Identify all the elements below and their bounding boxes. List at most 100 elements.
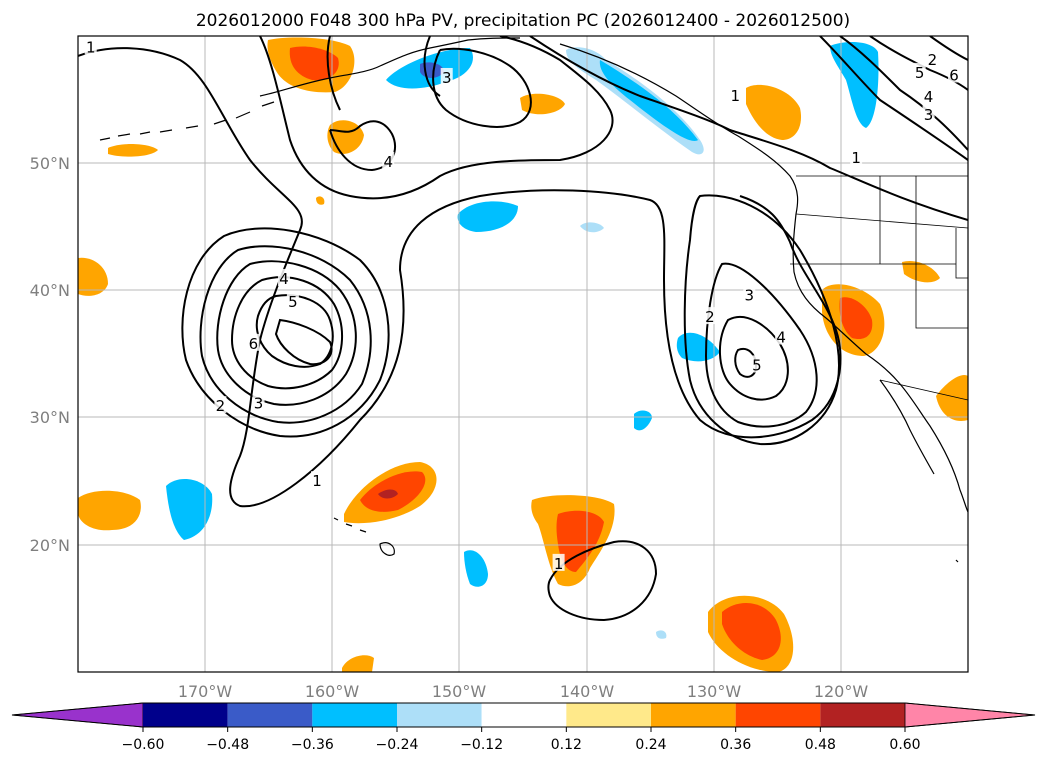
pv-contour <box>529 36 968 221</box>
guadalupe-island <box>955 559 959 563</box>
pv-contour-ne-4 <box>819 36 968 161</box>
baja-coast <box>879 379 935 475</box>
lon-label-120w: 120°W <box>814 682 869 701</box>
precip-strong-area <box>289 46 339 81</box>
precip-strong-area <box>722 602 781 660</box>
pv-contour-ne-5 <box>839 36 968 151</box>
borders <box>790 175 968 401</box>
bc-coast <box>559 43 799 215</box>
pv-contour-label-bg <box>552 553 565 571</box>
precip-strong-area <box>839 297 873 340</box>
pv-contour-label: 4 <box>383 153 393 171</box>
pv-contour <box>326 36 341 111</box>
pv-contour-label-bg <box>743 285 756 303</box>
pv-contour-label-bg <box>948 65 961 83</box>
precip-positive-area <box>316 196 325 205</box>
precip-negative-area <box>457 201 518 232</box>
pv-contour-label-bg <box>311 471 324 489</box>
pv-contour-label: 1 <box>851 149 861 167</box>
pv-contour-label: 4 <box>279 270 289 288</box>
precip-negative-area <box>656 630 667 639</box>
pv-contour-label-bg <box>440 67 453 85</box>
pv-contour-label-bg <box>729 85 742 103</box>
pv-contour-label-bg <box>750 355 763 373</box>
colorbar-tick-label: 0.60 <box>889 737 920 753</box>
pv-contour-label-bg <box>926 50 939 68</box>
colorbar-over-extension <box>904 702 1036 728</box>
colorbar-segment <box>143 703 228 727</box>
pv-contour-east-2 <box>683 194 840 446</box>
precip-positive-area <box>746 84 802 140</box>
colorbar-segment <box>481 703 567 727</box>
precip-positive-area <box>936 374 968 421</box>
lon-label-150w: 150°W <box>432 682 487 701</box>
pv-contour-label: 6 <box>949 66 959 84</box>
precip-very-strong-area <box>378 489 398 499</box>
precip-positive-area <box>902 260 940 283</box>
precip-negative-area <box>464 550 488 587</box>
colorbar-tick-label: −0.12 <box>460 737 503 753</box>
colorbar-segment <box>566 703 651 727</box>
pv-contour-label-bg <box>247 333 260 351</box>
hawaii-islands <box>333 517 395 556</box>
lat-label-50n: 50°N <box>30 154 70 173</box>
pv-contour-label: 1 <box>86 38 96 56</box>
us-west-coast <box>792 213 968 513</box>
longitude-labels: 170°W 160°W 150°W 140°W 130°W 120°W <box>178 682 869 701</box>
pv-contour-label-bg <box>252 393 265 411</box>
precip-positive-area <box>78 257 108 296</box>
pv-contour-south-1 <box>547 540 658 622</box>
pv-contour-label-bg <box>922 87 935 105</box>
precip-negative-area <box>676 332 720 362</box>
colorbar-tick-label: 0.36 <box>720 737 751 753</box>
colorbar: −0.60 −0.48 −0.36 −0.24 −0.12 0.12 0.24 0.36 0.4… <box>11 702 1036 753</box>
pv-contour-label: 1 <box>731 87 741 105</box>
pv-contour-label-bg <box>850 148 863 166</box>
precip-positive-area <box>78 490 141 531</box>
pv-contour-label: 2 <box>216 397 226 415</box>
pv-contour-label-bg <box>277 268 290 286</box>
pv-contour-label: 4 <box>924 88 934 106</box>
colorbar-tick-label: 0.24 <box>635 737 666 753</box>
pv-contour <box>423 36 441 97</box>
pv-contour-5 <box>230 276 344 390</box>
pv-contour-2 <box>181 227 390 438</box>
lat-label-40n: 40°N <box>30 281 70 300</box>
pv-contour-label: 6 <box>249 335 259 353</box>
lon-label-130w: 130°W <box>687 682 742 701</box>
coastlines <box>99 37 968 563</box>
lat-label-30n: 30°N <box>30 408 70 427</box>
pv-contour-label-bg <box>382 151 395 169</box>
pv-contour-label: 2 <box>928 51 938 69</box>
precip-fields <box>78 37 968 672</box>
pv-contour-label: 2 <box>705 308 715 326</box>
pv-contour <box>78 47 842 508</box>
colorbar-tick-label: −0.36 <box>291 737 334 753</box>
pv-contour-label: 3 <box>442 69 452 87</box>
pv-contour-label-bg <box>913 62 926 80</box>
pv-contour-6 <box>255 294 334 368</box>
colorbar-tick-label: 0.48 <box>805 737 836 753</box>
pv-contour-label: 4 <box>776 328 786 346</box>
colorbar-tick-label: −0.24 <box>376 737 419 753</box>
colorbar-segment <box>312 703 397 727</box>
colorbar-segment <box>227 703 313 727</box>
pv-contour-label: 1 <box>554 555 564 573</box>
precip-strong-area <box>556 510 604 572</box>
pv-contour-label-bg <box>922 104 935 122</box>
colorbar-tick-label: −0.60 <box>122 737 165 753</box>
pv-contour-label-bg <box>703 307 716 325</box>
colorbar-tick-label: −0.48 <box>206 737 249 753</box>
map-background <box>78 36 968 672</box>
colorbar-segments <box>11 702 1036 728</box>
pv-contour-label: 5 <box>288 293 298 311</box>
lat-label-20n: 20°N <box>30 536 70 555</box>
state-borders <box>790 176 968 401</box>
pv-contour-3 <box>199 245 372 424</box>
precip-negative-area <box>830 42 879 128</box>
pv-contour <box>259 36 614 200</box>
pv-contour-4 <box>216 260 357 406</box>
pv-contour-label-bg <box>286 291 299 309</box>
